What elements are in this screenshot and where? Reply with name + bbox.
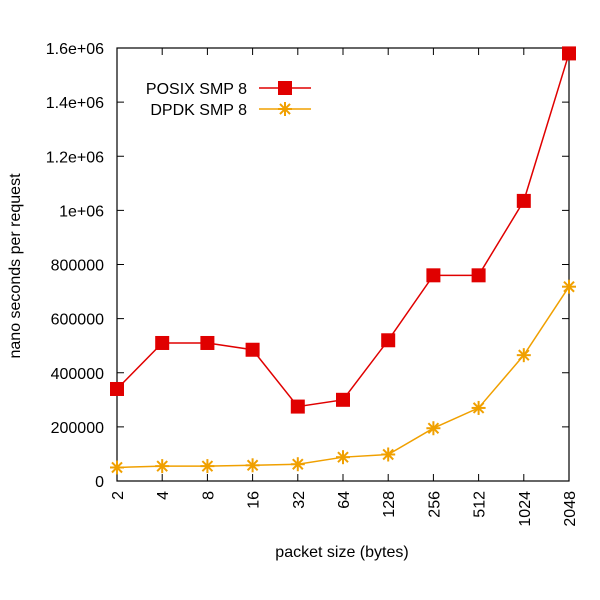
data-point [200, 335, 215, 350]
legend-label: DPDK SMP 8 [150, 102, 247, 119]
series-1 [110, 279, 576, 475]
data-point [155, 459, 170, 474]
x-tick-label: 2048 [562, 491, 579, 527]
y-tick-label: 0 [95, 474, 104, 491]
data-point [562, 279, 576, 294]
data-point [426, 421, 441, 436]
data-point [200, 459, 215, 474]
x-tick-label: 2 [110, 491, 127, 500]
y-tick-label: 600000 [51, 312, 104, 329]
y-tick-label: 800000 [51, 258, 104, 275]
data-point [110, 381, 124, 396]
x-tick-label: 32 [291, 491, 308, 509]
axes: 0 200000 400000 600000 800000 1e+06 1.2e+06 1.4… [46, 41, 579, 527]
data-point [381, 447, 396, 462]
x-tick-label: 64 [336, 491, 353, 509]
x-tick-label: 8 [200, 491, 217, 500]
series-line [116, 286, 570, 469]
data-point [426, 268, 441, 283]
x-tick-label: 256 [426, 491, 443, 518]
series-0 [110, 46, 576, 414]
y-tick-label: 200000 [51, 420, 104, 437]
data-point [516, 193, 531, 208]
legend-marker [278, 102, 292, 116]
legend: POSIX SMP 8 DPDK SMP 8 [146, 81, 311, 119]
data-point [336, 392, 350, 407]
legend-marker [278, 81, 292, 95]
data-point [290, 457, 305, 472]
data-point [245, 458, 260, 473]
x-tick-label: 16 [246, 491, 263, 509]
data-point [290, 399, 305, 414]
y-tick-label: 1e+06 [59, 203, 104, 220]
data-point [110, 460, 124, 475]
y-axis-label: nano seconds per request [7, 173, 24, 359]
y-tick-label: 400000 [51, 366, 104, 383]
y-tick-label: 1.2e+06 [46, 149, 104, 166]
legend-label: POSIX SMP 8 [146, 81, 247, 98]
data-point [471, 400, 486, 415]
data-point [245, 342, 260, 357]
x-tick-label: 128 [381, 491, 398, 518]
y-tick-label: 1.6e+06 [46, 41, 104, 58]
x-tick-label: 4 [155, 491, 172, 500]
data-point [471, 268, 486, 283]
x-axis-label: packet size (bytes) [275, 544, 408, 561]
x-tick-label: 512 [472, 491, 489, 518]
y-tick-label: 1.4e+06 [46, 95, 104, 112]
data-point [562, 46, 576, 61]
data-point [155, 335, 170, 350]
data-point [516, 348, 531, 363]
series-layer [110, 46, 576, 475]
data-point [381, 333, 396, 348]
x-tick-label: 1024 [517, 491, 534, 527]
data-point [336, 450, 350, 465]
